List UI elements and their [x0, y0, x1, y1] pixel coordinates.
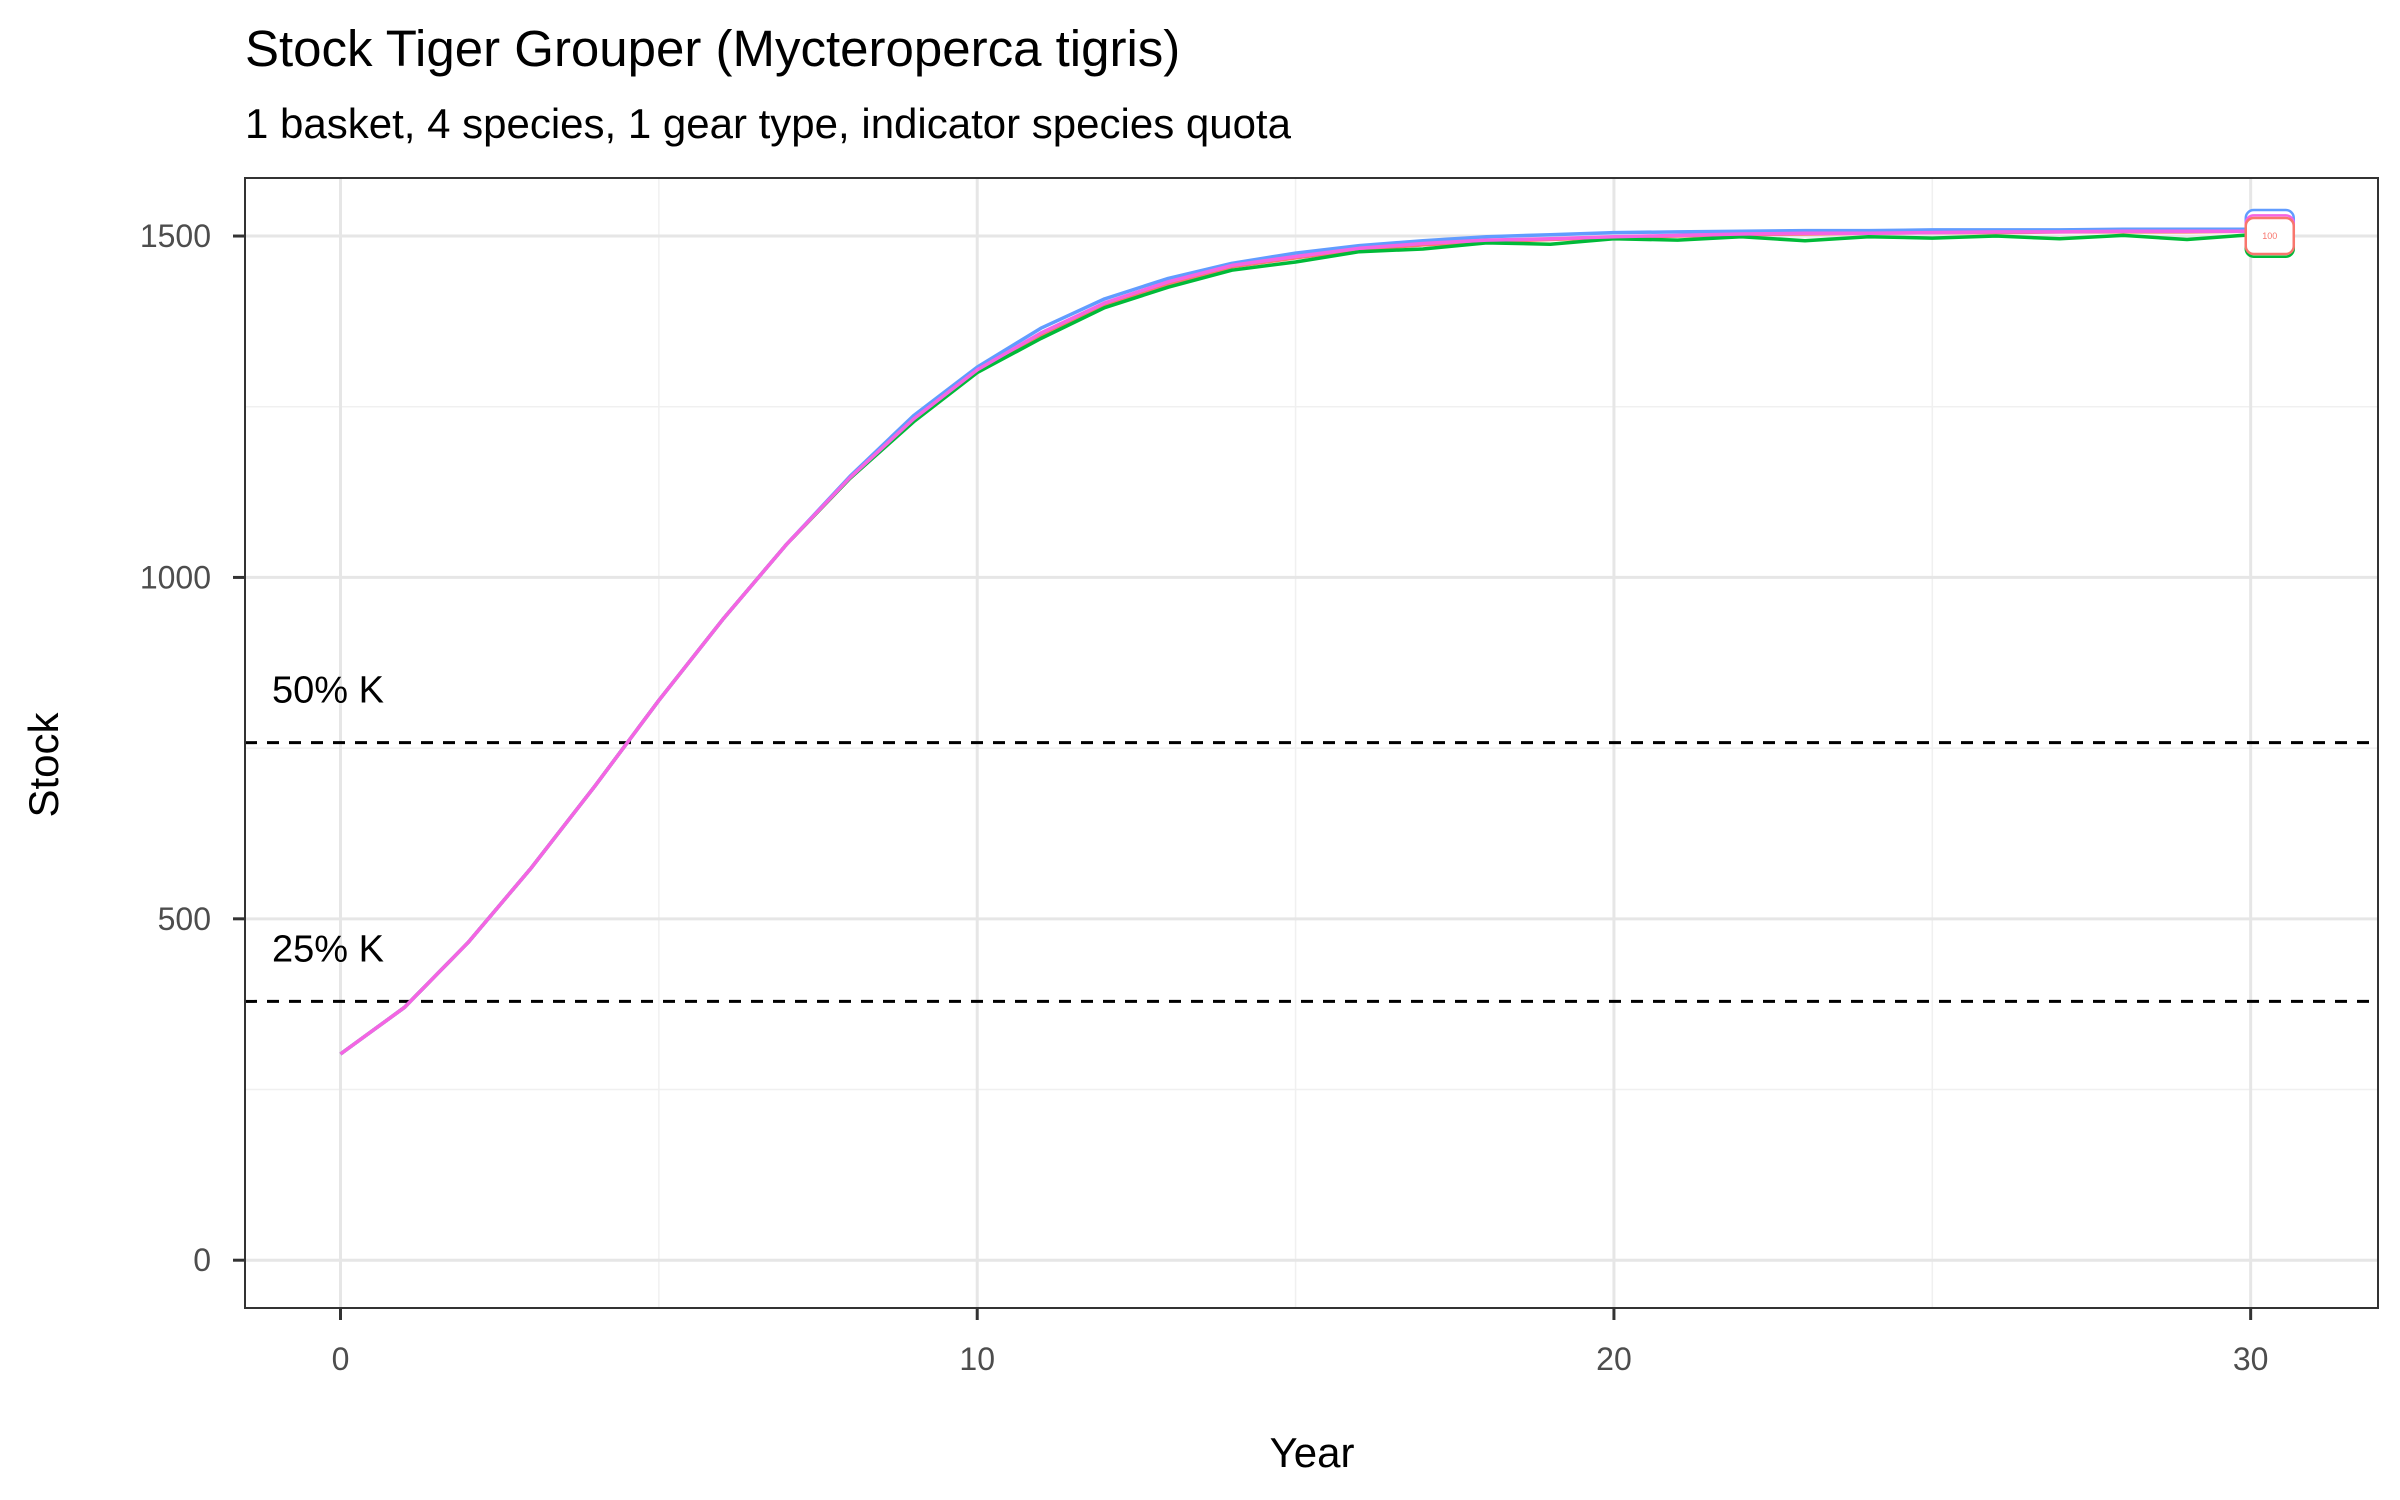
chart-title: Stock Tiger Grouper (Mycteroperca tigris…	[245, 20, 1180, 77]
y-axis-title: Stock	[20, 711, 67, 817]
panel-border	[244, 177, 2379, 1309]
reference-line-label: 25% K	[272, 928, 384, 970]
end-label-box	[2244, 216, 2296, 256]
series-line	[339, 229, 2251, 1056]
y-tick-label: 0	[193, 1242, 211, 1278]
y-tick-label: 1000	[140, 559, 211, 595]
x-axis: 0 10 20 30	[332, 1308, 2269, 1377]
reference-line-label: 50% K	[272, 670, 384, 712]
x-tick-label: 10	[959, 1341, 995, 1377]
end-label-text: 100	[2262, 231, 2277, 241]
y-axis: 0 500 1000 1500	[140, 218, 245, 1278]
series-lines	[339, 227, 2251, 1056]
y-tick-label: 500	[158, 901, 211, 937]
grid-minor	[245, 178, 2378, 1308]
x-tick-label: 20	[1596, 1341, 1632, 1377]
x-tick-label: 0	[332, 1341, 350, 1377]
reference-lines: 50% K 25% K	[245, 670, 2378, 1003]
end-label: 100	[2244, 208, 2296, 258]
y-tick-label: 1500	[140, 218, 211, 254]
x-axis-title: Year	[1270, 1429, 1355, 1476]
chart-subtitle: 1 basket, 4 species, 1 gear type, indica…	[245, 100, 1292, 147]
plot-panel: 50% K 25% K 100	[244, 177, 2379, 1309]
x-tick-label: 30	[2233, 1341, 2269, 1377]
